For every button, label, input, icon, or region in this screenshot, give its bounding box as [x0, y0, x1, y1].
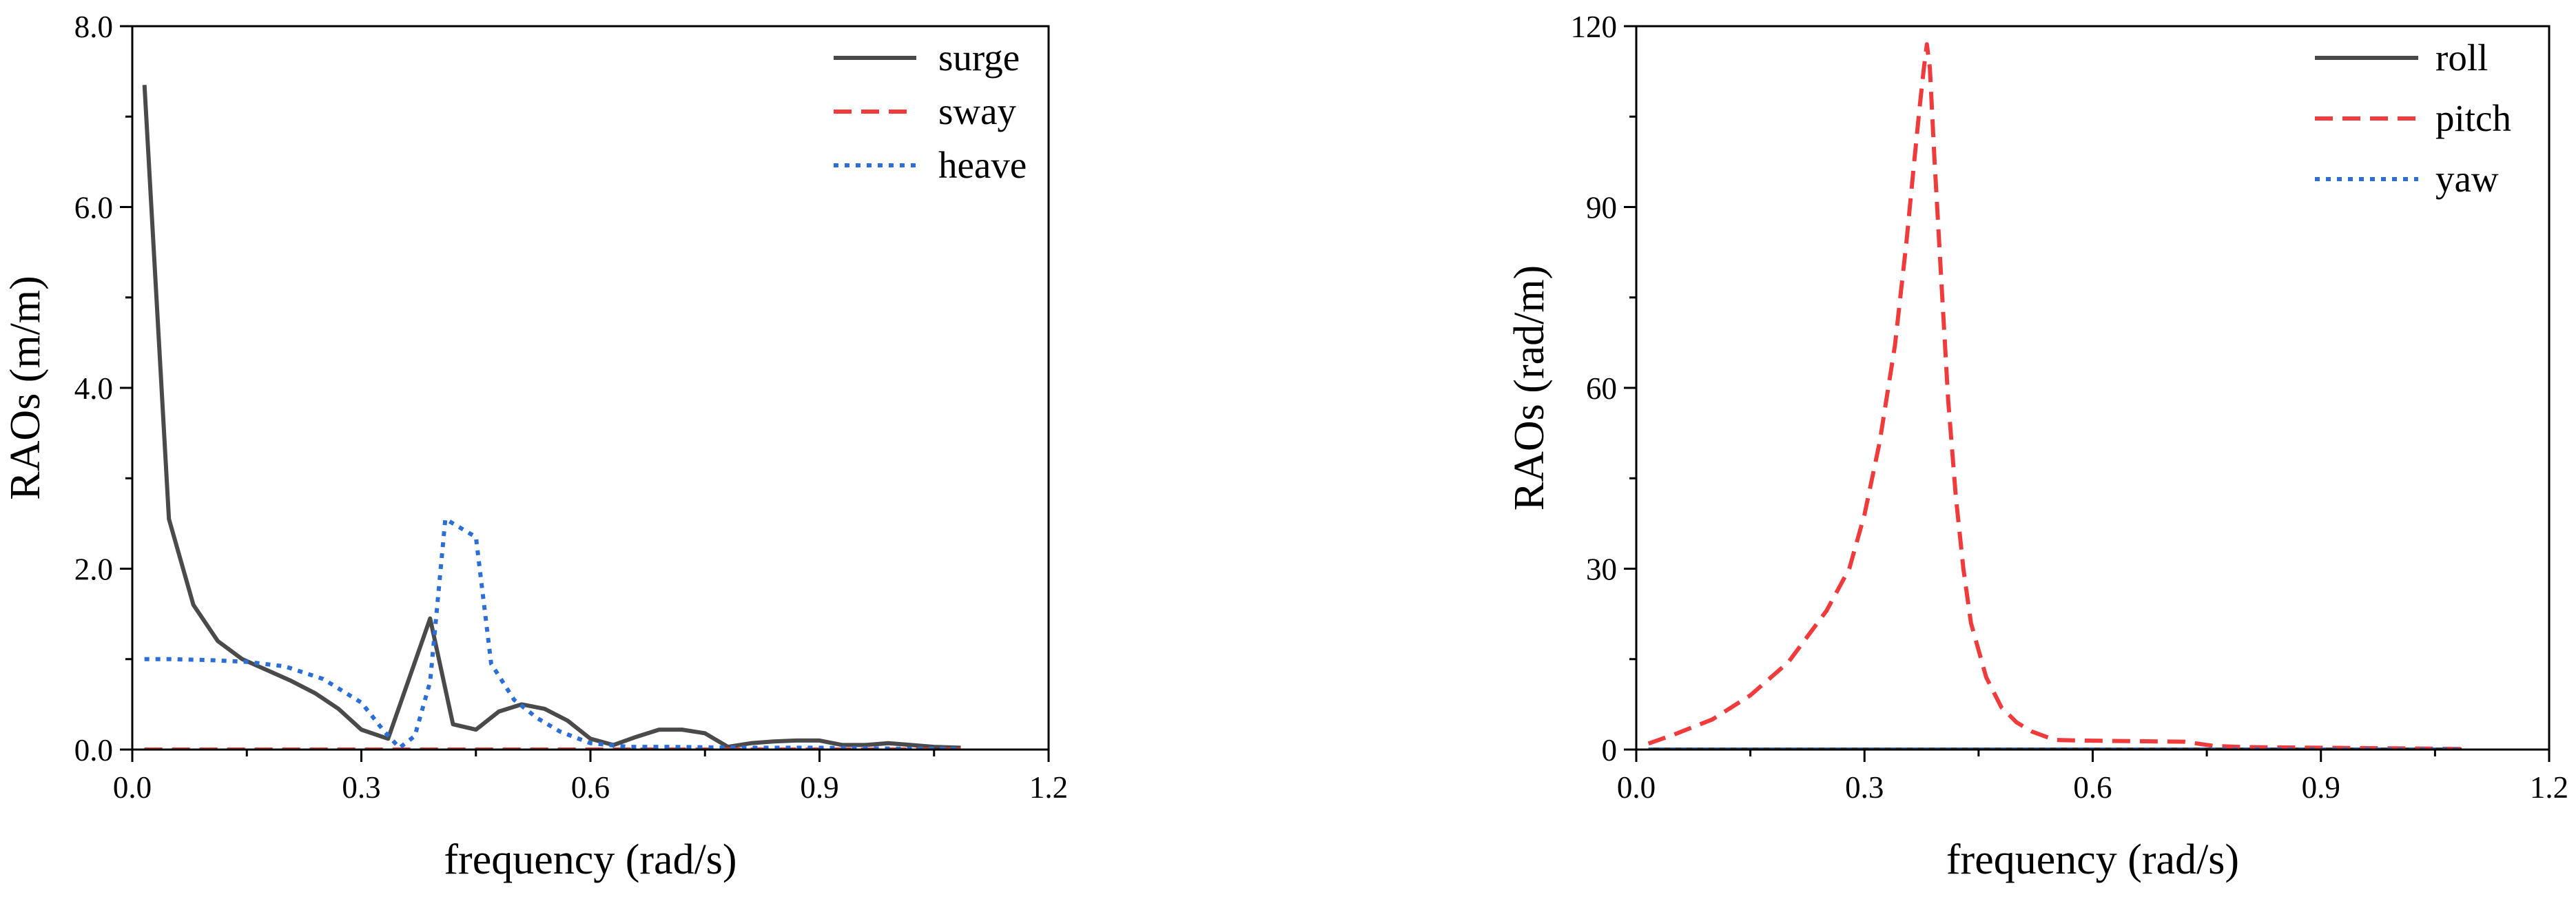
x-tick-label: 0.0: [113, 770, 152, 805]
x-tick-label: 1.2: [2530, 770, 2568, 805]
series-line-pitch: [1647, 42, 2462, 750]
chart-1: 0.0 0.3 0.6 0.9 1.2 0.0 2.0 4.0 6.0 8.0 frequency …: [2, 10, 1068, 883]
series-line-heave: [144, 517, 961, 750]
chart-2: 0.0 0.3 0.6 0.9 1.2 0 30 60 90 120 frequency (rad/…: [1506, 10, 2568, 883]
y-tick-label: 0: [1602, 733, 1618, 767]
series-line-surge: [142, 85, 961, 750]
legend-label-roll: roll: [2435, 37, 2488, 79]
legend: roll pitch yaw: [2315, 37, 2511, 200]
legend-label-heave: heave: [938, 144, 1027, 186]
x-tick-label: 0.9: [800, 770, 838, 805]
y-tick-label: 30: [1586, 553, 1617, 587]
legend-label-pitch: pitch: [2435, 97, 2511, 139]
y-tick-label: 6.0: [74, 191, 113, 225]
legend-label-surge: surge: [938, 37, 1020, 79]
y-axis-title: RAOs (rad/m): [1506, 265, 1553, 510]
y-tick-label: 0.0: [74, 733, 113, 767]
legend-label-sway: sway: [938, 90, 1017, 132]
x-tick-label: 0.6: [571, 770, 610, 805]
x-tick-label: 0.9: [2302, 770, 2340, 805]
y-tick-label: 2.0: [74, 553, 113, 587]
y-tick-label: 120: [1571, 10, 1618, 44]
legend-label-yaw: yaw: [2435, 158, 2499, 200]
y-tick-label: 60: [1586, 371, 1617, 406]
y-tick-label: 4.0: [74, 371, 113, 406]
y-axis-title: RAOs (m/m): [2, 276, 49, 500]
x-tick-label: 0.0: [1617, 770, 1656, 805]
x-tick-label: 0.3: [342, 770, 380, 805]
x-tick-label: 0.6: [2073, 770, 2112, 805]
x-tick-label: 1.2: [1029, 770, 1068, 805]
plot-frame: [131, 25, 1050, 751]
x-axis-title: frequency (rad/s): [444, 836, 736, 883]
x-tick-label: 0.3: [1845, 770, 1884, 805]
x-axis-title: frequency (rad/s): [1946, 836, 2239, 883]
y-tick-label: 8.0: [74, 10, 113, 44]
legend: surge sway heave: [834, 37, 1027, 186]
plot-frame: [1635, 25, 2551, 751]
y-tick-label: 90: [1586, 191, 1617, 225]
